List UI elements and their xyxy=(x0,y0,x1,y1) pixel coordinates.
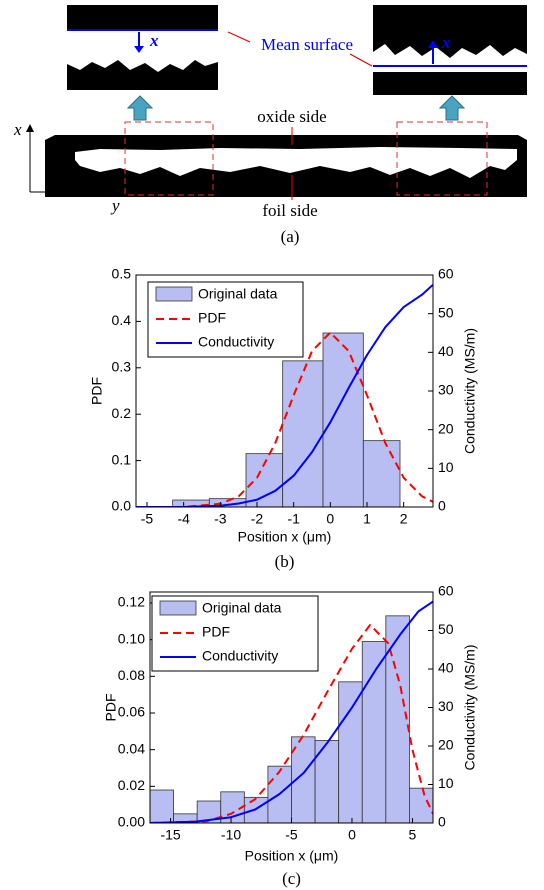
y-tick-label: 0.02 xyxy=(118,777,145,793)
y2-tick-label: 60 xyxy=(438,583,454,599)
x-tick-label: -2 xyxy=(251,511,264,527)
mean-surface-label: Mean surface xyxy=(261,35,353,54)
y2-tick-label: 10 xyxy=(438,775,454,791)
caption: (c) xyxy=(282,869,301,888)
x-tick-label: -1 xyxy=(287,511,300,527)
legend-swatch xyxy=(160,601,196,615)
bar xyxy=(363,441,400,507)
bar xyxy=(246,454,283,507)
y-tick-label: 0.4 xyxy=(112,312,132,328)
x-tick-label: 1 xyxy=(363,511,371,527)
legend-label: Original data xyxy=(202,600,282,616)
figure: x x Mean surface x y oxide side foil sid… xyxy=(0,0,544,890)
x-axis-label: Position x (μm) xyxy=(245,848,339,864)
y2-tick-label: 40 xyxy=(438,660,454,676)
pointer xyxy=(350,54,372,66)
caption: (b) xyxy=(275,552,295,571)
bar xyxy=(244,797,268,823)
x-axis-label: Position x (μm) xyxy=(238,529,332,545)
legend-label: PDF xyxy=(198,310,226,326)
caption: (a) xyxy=(281,227,300,246)
x-tick-label: -4 xyxy=(177,511,190,527)
y2-tick-label: 50 xyxy=(438,304,454,320)
x-tick-label: -5 xyxy=(141,511,154,527)
y2-tick-label: 20 xyxy=(438,737,454,753)
inset-label: x xyxy=(441,33,451,52)
oxide-label: oxide side xyxy=(257,107,326,126)
x-tick-label: 0 xyxy=(348,827,356,843)
x-tick-label: 5 xyxy=(409,827,417,843)
y-tick-label: 0.0 xyxy=(112,498,132,514)
bar xyxy=(362,642,386,824)
y-tick-label: 0.04 xyxy=(118,740,145,756)
x-tick-label: 0 xyxy=(326,511,334,527)
y-tick-label: 0.1 xyxy=(112,451,132,467)
y-tick-label: 0.2 xyxy=(112,405,132,421)
up-arrow xyxy=(440,96,464,120)
y2-tick-label: 50 xyxy=(438,621,454,637)
bar xyxy=(323,333,363,507)
y2-tick-label: 30 xyxy=(438,698,454,714)
y-tick-label: 0.00 xyxy=(118,814,145,830)
y-tick-label: 0.3 xyxy=(112,359,132,375)
axis-label: y xyxy=(110,196,120,215)
panel-a: x x Mean surface x y oxide side foil sid… xyxy=(13,5,527,246)
page: x x Mean surface x y oxide side foil sid… xyxy=(0,0,544,890)
arrow-head xyxy=(26,124,34,132)
y2-tick-label: 60 xyxy=(438,266,454,282)
axis-label: x xyxy=(13,120,22,139)
y2-tick-label: 20 xyxy=(438,420,454,436)
bar xyxy=(283,361,323,507)
y-axis-label: PDF xyxy=(89,377,105,405)
x-tick-label: 2 xyxy=(400,511,408,527)
y2-axis-label: Conductivity (MS/m) xyxy=(462,328,478,454)
y-tick-label: 0.12 xyxy=(118,594,145,610)
x-tick-label: -15 xyxy=(160,827,180,843)
y2-tick-label: 40 xyxy=(438,343,454,359)
inset-label: x xyxy=(149,31,159,50)
legend-label: Conductivity xyxy=(198,334,274,350)
legend-label: PDF xyxy=(202,624,230,640)
up-arrow xyxy=(128,96,152,120)
y2-tick-label: 0 xyxy=(438,498,446,514)
pointer xyxy=(228,32,250,42)
y2-tick-label: 30 xyxy=(438,382,454,398)
foil-label: foil side xyxy=(262,201,317,220)
y-tick-label: 0.5 xyxy=(112,266,132,282)
y-tick-label: 0.10 xyxy=(118,630,145,646)
y-axis-label: PDF xyxy=(103,694,119,722)
x-tick-label: -10 xyxy=(221,827,241,843)
legend-label: Conductivity xyxy=(202,648,278,664)
y2-tick-label: 0 xyxy=(438,814,446,830)
x-tick-label: -5 xyxy=(285,827,298,843)
bar xyxy=(339,682,363,823)
x-tick-label: -3 xyxy=(214,511,227,527)
y-tick-label: 0.06 xyxy=(118,704,145,720)
y2-axis-label: Conductivity (MS/m) xyxy=(462,644,478,770)
y2-tick-label: 10 xyxy=(438,459,454,475)
y-tick-label: 0.08 xyxy=(118,667,145,683)
bar xyxy=(150,790,174,823)
legend-label: Original data xyxy=(198,286,278,302)
legend-swatch xyxy=(156,287,192,301)
